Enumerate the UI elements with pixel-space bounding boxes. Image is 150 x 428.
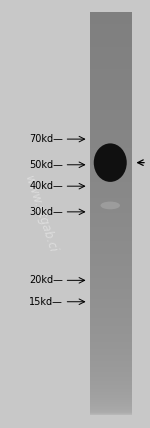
Text: 20kd—: 20kd— [29,275,63,285]
Text: 70kd—: 70kd— [29,134,63,144]
Text: 50kd—: 50kd— [29,160,63,170]
Text: 15kd—: 15kd— [29,297,63,307]
Text: 40kd—: 40kd— [29,181,63,191]
Text: www.ptgab.ci: www.ptgab.ci [22,174,59,254]
Ellipse shape [100,202,120,209]
Text: 30kd—: 30kd— [29,207,63,217]
Ellipse shape [94,143,127,182]
